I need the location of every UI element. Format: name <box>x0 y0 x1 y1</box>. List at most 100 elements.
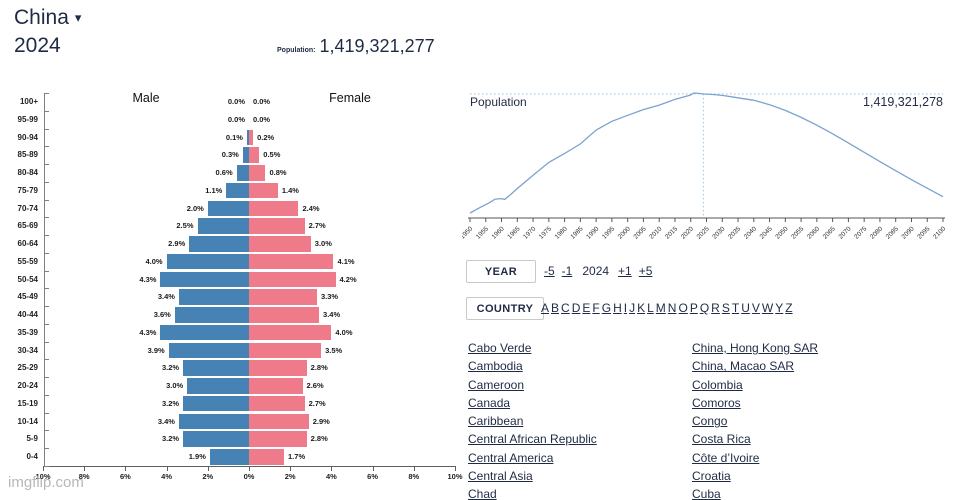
pyramid-row: 25-29 3.2% 2.8% <box>0 359 462 377</box>
country-letter-link[interactable]: C <box>561 301 570 315</box>
country-list-item: Cameroon <box>468 376 692 394</box>
female-percent-label: 0.0% <box>253 114 271 124</box>
male-bar <box>183 431 249 447</box>
country-letter-link[interactable]: R <box>711 301 720 315</box>
pyramid-x-tick <box>331 466 333 471</box>
population-caption: Population: <box>277 47 316 54</box>
country-link[interactable]: China, Hong Kong SAR <box>692 341 819 355</box>
timeline-year-tick-label: 2080 <box>869 225 884 240</box>
country-letter-link[interactable]: Z <box>785 301 793 315</box>
timeline-year-tick-label: 2060 <box>806 225 821 240</box>
male-bar <box>187 378 249 394</box>
pyramid-row: 80-84 0.6% 0.8% <box>0 164 462 182</box>
country-letter-link[interactable]: W <box>761 301 774 315</box>
pyramid-x-tick <box>413 466 415 471</box>
country-letter-link[interactable]: F <box>592 301 600 315</box>
country-link[interactable]: Cabo Verde <box>468 341 532 355</box>
population-total-value: 1,419,321,277 <box>319 36 435 56</box>
pyramid-axis-tick-label: 10% <box>35 472 51 481</box>
country-letter-link[interactable]: J <box>629 301 636 315</box>
pyramid-row: 15-19 3.2% 2.7% <box>0 395 462 413</box>
country-link[interactable]: Colombia <box>692 377 743 392</box>
country-letter-link[interactable]: Q <box>699 301 710 315</box>
country-link[interactable]: Caribbean <box>468 414 524 429</box>
country-link[interactable]: Central America <box>468 450 554 465</box>
timeline-year-tick-label: 1985 <box>569 225 584 240</box>
timeline-year-tick-label: 2005 <box>632 225 647 240</box>
country-letter-link[interactable]: E <box>582 301 591 315</box>
country-link[interactable]: Côte d’Ivoire <box>692 450 760 465</box>
country-letter-link[interactable]: K <box>637 301 646 315</box>
country-link[interactable]: Cameroon <box>468 377 525 392</box>
pyramid-y-tick <box>44 110 49 112</box>
country-link[interactable]: Cambodia <box>468 359 523 374</box>
male-percent-label: 0.0% <box>227 97 245 106</box>
population-summary: Population: 1,419,321,277 <box>277 36 435 57</box>
female-percent-label: 4.0% <box>335 327 353 337</box>
male-percent-label: 3.4% <box>157 292 175 302</box>
population-timeline-chart: 1950 1955 1960 1965 1970 1975 1980 1985 1990 1995… <box>462 92 948 241</box>
country-letter-link[interactable]: B <box>551 301 560 315</box>
year-increment-link[interactable]: +1 <box>618 264 632 278</box>
country-letter-link[interactable]: N <box>667 301 677 315</box>
female-percent-label: 2.6% <box>306 381 324 390</box>
pyramid-row: 60-64 2.9% 3.0% <box>0 235 462 253</box>
country-link[interactable]: Comoros <box>692 395 741 410</box>
country-link[interactable]: Central Asia <box>468 469 533 484</box>
country-letter-link[interactable]: G <box>601 301 612 315</box>
age-group-label: 25-29 <box>17 363 38 373</box>
year-decrement-link[interactable]: -1 <box>561 264 573 278</box>
pyramid-y-tick <box>44 128 49 130</box>
country-letter-link[interactable]: L <box>647 301 654 315</box>
country-letter-link[interactable]: H <box>613 301 622 315</box>
country-letter-link[interactable]: V <box>751 301 760 315</box>
pyramid-y-tick <box>44 181 49 183</box>
country-letter-link[interactable]: I <box>623 301 628 315</box>
male-bar <box>174 307 249 323</box>
country-link[interactable]: Congo <box>692 414 728 429</box>
country-letter-link[interactable]: S <box>721 301 730 315</box>
country-letter-link[interactable]: P <box>689 301 698 315</box>
male-percent-label: 3.0% <box>166 381 184 390</box>
female-bar <box>249 182 278 199</box>
timeline-year-tick-label: 1955 <box>475 225 490 240</box>
age-group-label: 70-74 <box>17 203 38 213</box>
timeline-year-tick-label: 2075 <box>853 225 868 240</box>
age-group-label: 20-24 <box>17 381 38 390</box>
pyramid-row: 20-24 3.0% 2.6% <box>0 377 462 395</box>
female-percent-label: 1.7% <box>288 452 306 461</box>
country-link[interactable]: China, Macao SAR <box>692 359 795 374</box>
female-percent-label: 2.9% <box>312 416 330 426</box>
country-link[interactable]: Chad <box>468 487 497 500</box>
age-group-label: 0-4 <box>26 452 38 461</box>
pyramid-row: 65-69 2.5% 2.7% <box>0 217 462 235</box>
country-link[interactable]: Canada <box>468 395 511 410</box>
pyramid-x-tick <box>455 466 456 471</box>
country-link[interactable]: Central African Republic <box>468 432 597 447</box>
country-list-item: Canada <box>468 394 692 412</box>
country-letter-link[interactable]: A <box>541 301 550 315</box>
country-letter-link[interactable]: U <box>741 301 750 315</box>
male-bar <box>178 289 249 305</box>
country-link[interactable]: Croatia <box>692 469 731 484</box>
pyramid-row: 100+ 0.0% 0.0% <box>0 93 462 111</box>
country-list-item: Côte d’Ivoire <box>692 449 818 467</box>
country-letter-link[interactable]: T <box>731 301 740 315</box>
country-link[interactable]: Costa Rica <box>692 432 751 447</box>
country-letter-link[interactable]: Y <box>775 301 784 315</box>
pyramid-row: 75-79 1.1% 1.4% <box>0 182 462 200</box>
country-list-item: Central America <box>468 449 692 467</box>
pyramid-row: 30-34 3.9% 3.5% <box>0 342 462 360</box>
female-percent-label: 0.8% <box>269 168 287 177</box>
pyramid-y-tick <box>44 465 49 467</box>
pyramid-y-tick <box>44 93 49 94</box>
country-selector[interactable]: China ▾ <box>14 6 81 30</box>
year-increment-link[interactable]: +5 <box>638 264 653 278</box>
country-link[interactable]: Cuba <box>692 487 721 500</box>
country-letter-link[interactable]: D <box>571 301 581 315</box>
timeline-year-tick-label: 2045 <box>759 225 774 240</box>
timeline-year-tick-label: 1980 <box>554 225 569 240</box>
country-letter-link[interactable]: M <box>655 301 666 315</box>
year-decrement-link[interactable]: -5 <box>544 264 555 278</box>
country-letter-link[interactable]: O <box>678 301 688 315</box>
